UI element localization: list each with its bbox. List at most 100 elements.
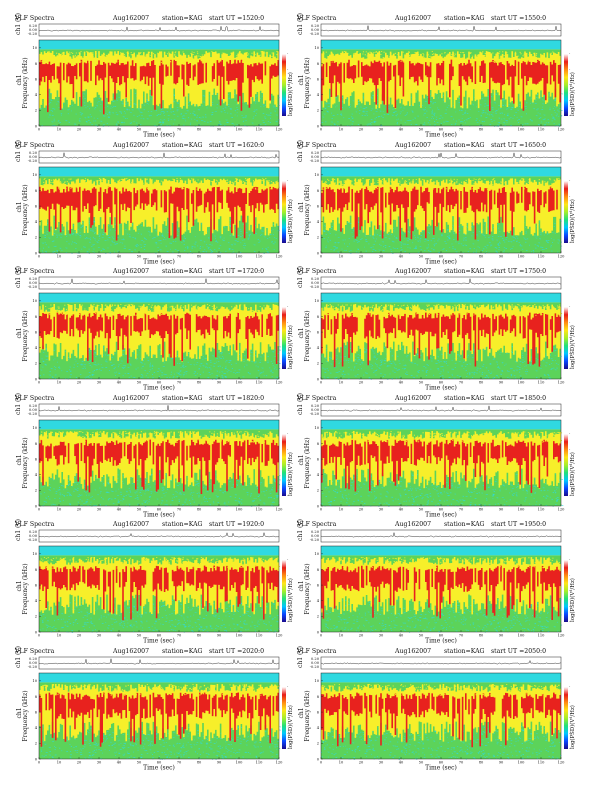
yellow-flecks xyxy=(40,178,280,190)
time-tick: 80 xyxy=(197,761,202,765)
cyan-band xyxy=(39,420,279,430)
spectrogram xyxy=(321,167,563,254)
freq-tick: 10 xyxy=(32,173,37,177)
colorbar-tick: - xyxy=(569,716,571,720)
freq-axis-label: Frequency (kHz) xyxy=(304,437,311,488)
cyan-speckle xyxy=(39,220,280,254)
ch1-ylabel: ch1 (V) xyxy=(297,266,304,288)
time-tick: 60 xyxy=(157,381,162,385)
ch1-tick: 0.00 xyxy=(311,28,320,32)
freq-tick: 10 xyxy=(314,46,319,50)
time-tick: 120 xyxy=(276,381,284,385)
colorbar-tick: - xyxy=(287,463,289,467)
time-tick: 0 xyxy=(38,255,41,259)
panel-date: Aug162007 xyxy=(112,395,149,402)
time-tick: 0 xyxy=(320,381,323,385)
time-tick: 100 xyxy=(236,255,244,259)
panel-title: VLF Spectra xyxy=(296,521,337,528)
colorbar-tick: - xyxy=(287,494,289,498)
time-tick: 30 xyxy=(379,508,384,512)
panel-date: Aug162007 xyxy=(394,142,431,149)
ch1-tick: -0.20 xyxy=(310,412,320,416)
ch1-tick: -0.20 xyxy=(28,538,38,542)
x-axis-label: Time (sec) xyxy=(425,638,457,645)
ch1-frame xyxy=(38,276,280,290)
panel-station: station=KAG xyxy=(162,268,203,275)
freq-axis-label: Frequency (kHz) xyxy=(304,690,311,741)
time-tick: 120 xyxy=(558,128,566,132)
time-tick: 70 xyxy=(177,128,182,132)
start-label: start UT = xyxy=(209,268,242,275)
panel-svg: VLF Spectra Aug162007 station=KAG start UT … xyxy=(296,646,576,772)
freq-tick: 2 xyxy=(35,489,37,493)
colorbar-tick: - xyxy=(287,732,289,736)
time-tick: 50 xyxy=(137,381,142,385)
colorbar-tick: - xyxy=(569,448,571,452)
ch1-ylabel: ch1 (V) xyxy=(297,393,304,415)
panel-title: VLF Spectra xyxy=(296,142,337,149)
panel-svg: VLF Spectra Aug162007 station=KAG start UT … xyxy=(296,519,576,645)
time-tick: 110 xyxy=(256,508,264,512)
time-tick: 70 xyxy=(459,634,464,638)
time-tick: 10 xyxy=(57,761,62,765)
ch1-ylabel: ch1 (V) xyxy=(15,519,22,541)
yellow-flecks xyxy=(39,557,281,569)
colorbar-tick: - xyxy=(569,68,571,72)
ch1-tick: 0.00 xyxy=(311,661,320,665)
colorbar-tick: - xyxy=(569,336,571,340)
time-tick: 0 xyxy=(38,508,41,512)
time-tick: 70 xyxy=(177,381,182,385)
panel-station: station=KAG xyxy=(162,648,203,655)
time-tick: 110 xyxy=(538,634,546,638)
ch1-waveform xyxy=(38,405,280,412)
freq-axis-label: Frequency (kHz) xyxy=(304,310,311,361)
colorbar-tick: - xyxy=(287,747,289,751)
time-tick: 40 xyxy=(399,128,404,132)
colorbar-tick: - xyxy=(287,195,289,199)
x-axis-label: Time (sec) xyxy=(425,765,457,772)
colorbar-tick: - xyxy=(569,305,571,309)
colorbar-label: log(PSD)(V²/Hz) xyxy=(287,578,294,622)
time-tick: 50 xyxy=(419,761,424,765)
time-tick: 120 xyxy=(558,761,566,765)
freq-tick: 6 xyxy=(317,710,320,714)
red-core xyxy=(321,565,561,621)
time-tick: 10 xyxy=(57,508,62,512)
cyan-band xyxy=(321,420,561,430)
freq-tick: 6 xyxy=(317,204,320,208)
panel-station: station=KAG xyxy=(444,648,485,655)
freq-tick: 10 xyxy=(32,46,37,50)
cyan-band xyxy=(321,40,561,50)
colorbar-tick: - xyxy=(287,574,289,578)
colorbar-tick: - xyxy=(287,226,289,230)
time-tick: 80 xyxy=(479,255,484,259)
time-tick: 20 xyxy=(77,128,82,132)
colorbar-tick: - xyxy=(569,179,571,183)
colorbar-tick: - xyxy=(287,114,289,118)
time-tick: 30 xyxy=(97,508,102,512)
freq-tick: 4 xyxy=(35,599,38,603)
ch1-tick: 0.00 xyxy=(311,408,320,412)
colorbar-tick: - xyxy=(569,210,571,214)
ch1-tick: 0.00 xyxy=(311,281,320,285)
time-tick: 70 xyxy=(177,634,182,638)
ch1-frame xyxy=(320,276,562,290)
freq-tick: 0 xyxy=(35,251,38,255)
time-tick: 120 xyxy=(276,128,284,132)
ch1-tick: 0.20 xyxy=(311,404,320,408)
colorbar-tick: - xyxy=(569,114,571,118)
time-tick: 40 xyxy=(399,381,404,385)
freq-tick: 4 xyxy=(317,599,320,603)
freq-tick: 10 xyxy=(32,552,37,556)
panel-svg: VLF Spectra Aug162007 station=KAG start UT … xyxy=(14,140,294,265)
spectrogram xyxy=(39,40,280,127)
ch1-waveform xyxy=(320,405,562,412)
freq-tick: 0 xyxy=(317,757,320,761)
panel-date: Aug162007 xyxy=(112,142,149,149)
freq-tick: 0 xyxy=(317,377,320,381)
spectrogram-panel: VLF Spectra Aug162007 station=KAG start UT … xyxy=(14,140,294,265)
spectrogram-panel: VLF Spectra Aug162007 station=KAG start UT … xyxy=(14,646,294,771)
freq-axis-label: Frequency (kHz) xyxy=(22,563,29,614)
ch1-tick: 0.20 xyxy=(29,277,38,281)
freq-tick: 2 xyxy=(35,362,37,366)
